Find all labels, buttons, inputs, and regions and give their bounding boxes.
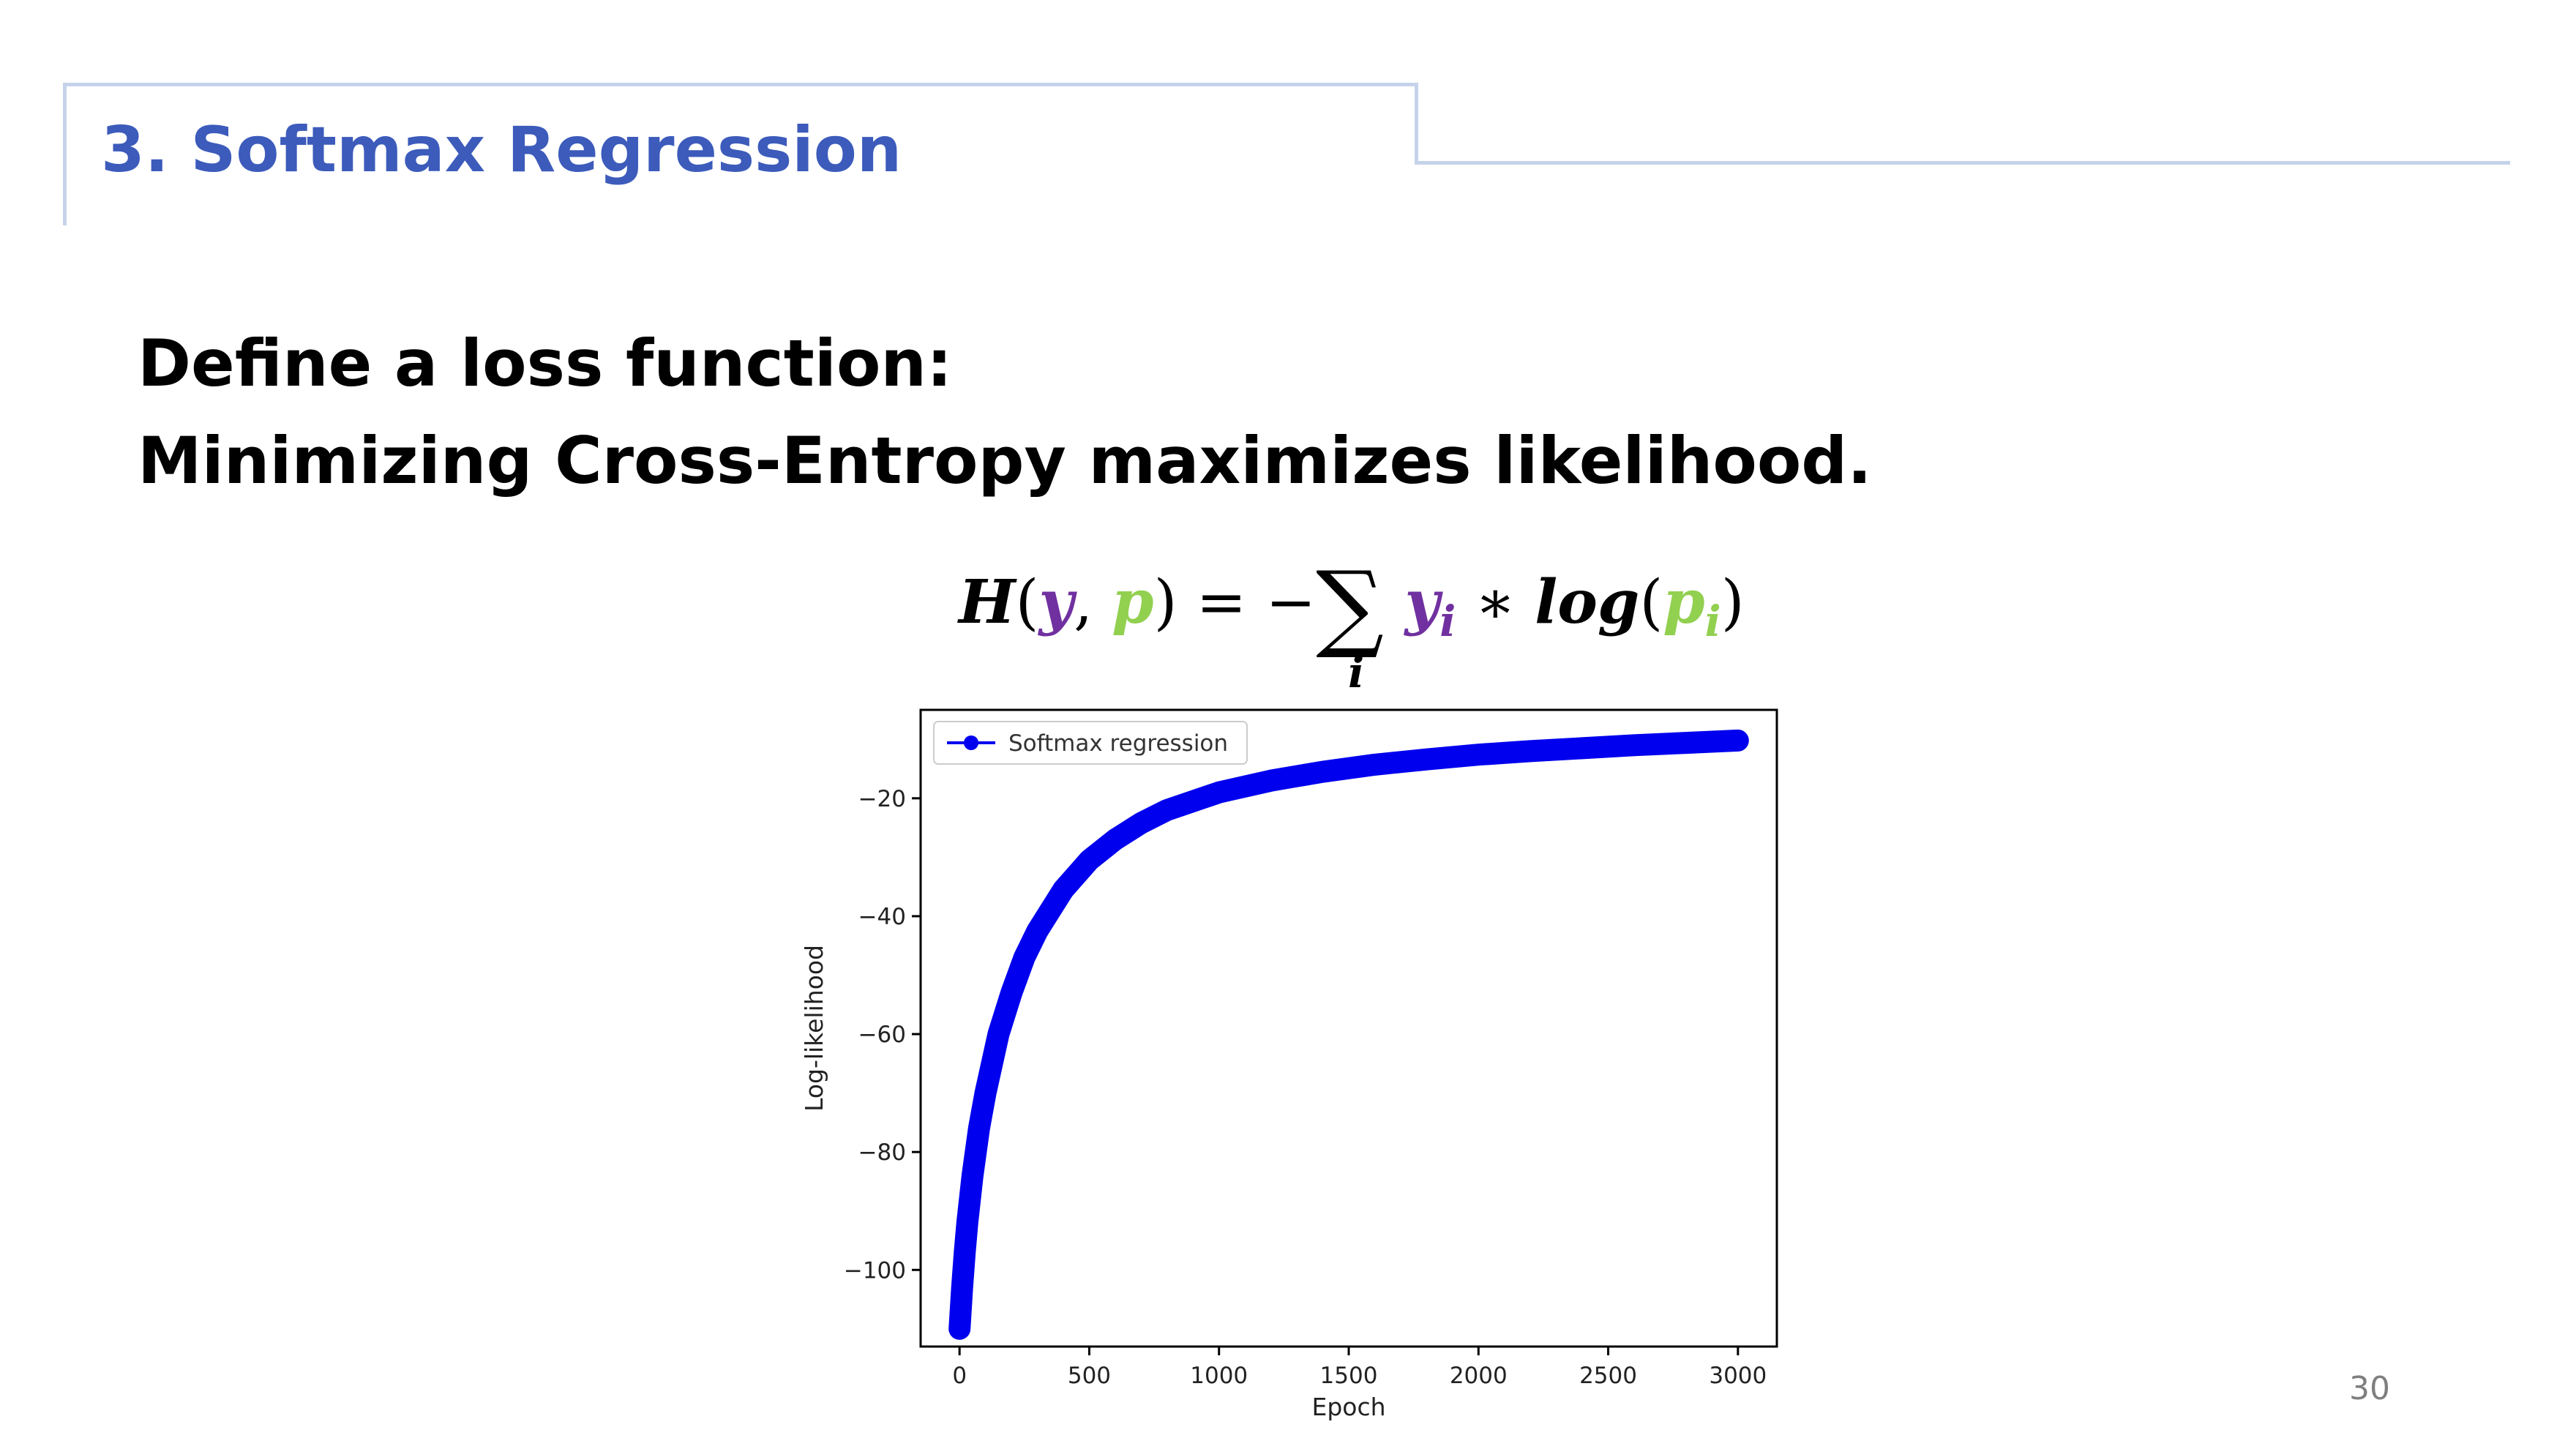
x-axis-ticks: 0 500 1000 1500 2000 2500 3000 [952,1347,1767,1389]
series-point [1312,761,1333,782]
formula-comma: , [1074,568,1112,637]
formula-sigma-sub: i [1348,648,1365,697]
series-point [1156,799,1177,820]
formula-pi-base: p [1663,567,1705,637]
series-point [988,1024,1009,1045]
formula-yi-sub: i [1439,596,1456,646]
legend: Softmax regression [933,721,1248,765]
formula-pi: pi [1663,567,1721,646]
series-point [1727,730,1748,751]
series-point [1416,749,1437,770]
series-point [1675,733,1696,754]
title-frame-right-line [1415,161,2510,165]
series-point [1572,738,1593,759]
x-tick-label: 1000 [1190,1363,1248,1389]
y-tick-label: −40 [858,904,906,930]
legend-label: Softmax regression [1008,730,1228,757]
series-point [951,1277,973,1298]
series-point [956,1212,978,1233]
series-layer [948,729,1749,1340]
legend-marker [964,735,978,750]
formula-h: H [959,567,1016,637]
y-axis-ticks: −20 −40 −60 −80 −100 [844,786,921,1284]
series-point [968,1117,989,1139]
series-point [949,1318,970,1339]
formula-lparen: ( [1015,568,1039,637]
series-point [975,1082,996,1104]
title-frame-step-line [1415,83,1418,165]
series-point [1260,770,1281,791]
series-point [1104,829,1126,850]
series-point [1624,735,1644,756]
legend-box [933,721,1248,765]
body-line-2: Minimizing Cross-Entropy maximizes likel… [138,423,1872,498]
formula-rparen-eq: ) = − [1153,568,1317,637]
x-tick-label: 2500 [1579,1363,1637,1389]
x-tick-label: 2000 [1450,1363,1508,1389]
cross-entropy-formula: H(y, p) = −∑ i yi ∗ log(pi) [959,534,1745,697]
plot-area-frame [919,708,1778,1348]
x-tick-label: 1500 [1320,1363,1378,1389]
series-point [954,1242,976,1263]
slide-title: 3. Softmax Regression [101,113,902,187]
title-frame-top-line [63,83,1417,86]
formula-lparen2: ( [1639,568,1663,637]
series-point [1053,879,1074,900]
y-tick-label: −20 [858,786,906,812]
y-tick-label: −60 [858,1022,906,1048]
x-axis-label: Epoch [1311,1393,1385,1421]
formula-log: log [1535,567,1640,637]
series-point [1468,744,1489,765]
y-tick-label: −80 [858,1139,906,1166]
title-frame-left-line [63,83,67,225]
series-point [962,1165,983,1186]
series-point [1014,947,1035,968]
y-axis-label: Log-likelihood [800,945,828,1112]
series-point [1027,921,1048,942]
series-point [1520,741,1541,762]
x-tick-label: 3000 [1709,1363,1767,1389]
series-point [1001,982,1022,1003]
series-point [1208,782,1229,803]
formula-yi: yi [1404,567,1456,646]
formula-pi-sub: i [1704,596,1721,646]
formula-yi-base: y [1404,567,1440,637]
x-tick-label: 0 [952,1363,967,1389]
formula-times: ∗ [1456,568,1535,637]
formula-y: y [1038,567,1074,637]
formula-rparen2: ) [1721,568,1745,637]
series-point [1079,850,1100,871]
formula-sigma: ∑ [1316,550,1384,662]
y-tick-label: −100 [844,1257,906,1284]
formula-p: p [1112,567,1154,637]
page-number: 30 [2349,1370,2390,1407]
formula-sum: ∑ i [1316,534,1384,697]
x-tick-label: 500 [1068,1363,1111,1389]
log-likelihood-chart: 0 500 1000 1500 2000 2500 3000 −20 −40 −60 −80 −10… [800,708,1778,1421]
body-line-1: Define a loss function: [138,326,953,401]
series-point [1364,754,1385,775]
series-point [1131,812,1152,834]
